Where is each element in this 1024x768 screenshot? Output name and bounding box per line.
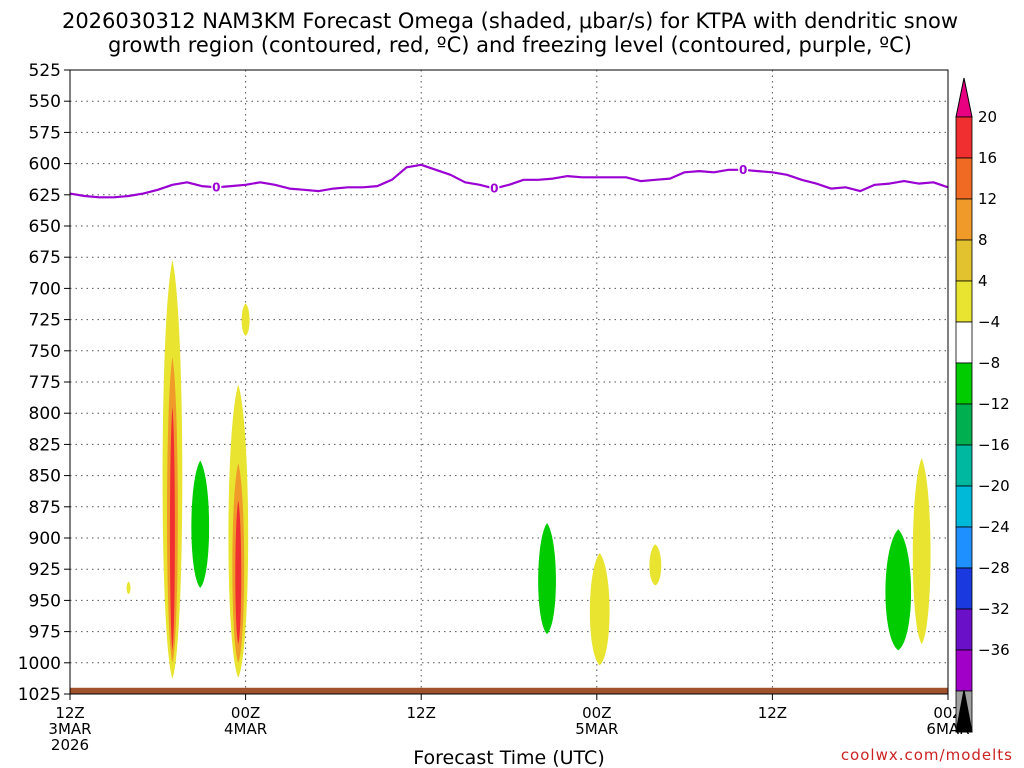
colorbar-label-4: 4 (978, 272, 988, 290)
x-tick-label-12-0: 00Z (231, 704, 260, 722)
y-tick-label-1000: 1000 (18, 654, 61, 674)
x-tick-label-12-1: 4MAR (224, 720, 267, 738)
colorbar-box-9 (955, 485, 973, 528)
upward-motion-blob-d (649, 544, 662, 586)
colorbar-box-12 (955, 608, 973, 651)
colorbar-label-9: −20 (978, 477, 1010, 495)
colorbar-box-11 (955, 567, 973, 610)
upward-motion-blob-e (912, 458, 931, 645)
x-tick-label-0-2: 2026 (51, 736, 89, 754)
upward-motion-column-b-max (235, 500, 242, 645)
y-tick-label-725: 725 (29, 311, 61, 331)
colorbar-box-4 (955, 280, 973, 323)
x-tick-label-60-0: 00Z (933, 704, 962, 722)
omega-shading (126, 259, 931, 680)
freezing-label-bg-1 (489, 180, 500, 196)
y-tick-label-550: 550 (29, 92, 61, 112)
colorbar-box-5 (955, 321, 973, 364)
colorbar-box-2 (955, 198, 973, 241)
freezing-label-bg-2 (738, 161, 749, 177)
colorbar-label-10: −24 (978, 518, 1010, 536)
x-tick-label-24-0: 12Z (407, 704, 436, 722)
y-tick-label-700: 700 (29, 279, 61, 299)
y-tick-label-950: 950 (29, 591, 61, 611)
y-tick-label-850: 850 (29, 467, 61, 487)
plot-area (70, 70, 948, 694)
colorbar-label-8: −16 (978, 436, 1010, 454)
upward-motion-blob-c (589, 552, 610, 666)
colorbar-label-13: −36 (978, 641, 1010, 659)
colorbar-label-0: 20 (978, 108, 997, 126)
freezing-level-label-2: 0 (739, 163, 747, 177)
colorbar-box-1 (955, 157, 973, 200)
terrain-band (70, 687, 948, 694)
y-tick-label-625: 625 (29, 186, 61, 206)
colorbar-box-3 (955, 239, 973, 282)
upward-motion-column-a-max (169, 406, 175, 651)
downward-motion-blob-a (191, 460, 210, 588)
colorbar-label-1: 16 (978, 149, 997, 167)
source-credit: coolwx.com/modelts (841, 746, 1013, 764)
x-tick-label-36-0: 00Z (582, 704, 611, 722)
colorbar-box-7 (955, 403, 973, 446)
y-axis-ticks: 525 550 575 600 625 650 675 700 725 750 775 800 825 8… (18, 61, 70, 705)
y-tick-label-525: 525 (29, 61, 61, 81)
colorbar-label-5: −4 (978, 313, 1000, 331)
colorbar-top-arrow (955, 77, 973, 118)
colorbar-legend: 20 16 12 8 4 −4 −8 −12 −16 −20 −24 −28 −32 −36 (955, 77, 1010, 733)
x-tick-label-36-1: 5MAR (575, 720, 618, 738)
weak-upward-spot-a (241, 303, 250, 336)
colorbar-box-6 (955, 362, 973, 405)
y-tick-label-1025: 1025 (18, 685, 61, 705)
colorbar-label-11: −28 (978, 559, 1010, 577)
y-tick-label-600: 600 (29, 155, 61, 175)
chart-title-line-2: growth region (contoured, red, ºC) and f… (108, 33, 912, 57)
colorbar-label-2: 12 (978, 190, 997, 208)
y-tick-label-975: 975 (29, 623, 61, 643)
freezing-label-bg-0 (211, 179, 222, 195)
y-tick-label-925: 925 (29, 560, 61, 580)
x-tick-label-48-0: 12Z (758, 704, 787, 722)
x-tick-label-0-0: 12Z (55, 704, 84, 722)
y-tick-label-800: 800 (29, 404, 61, 424)
colorbar-box-8 (955, 444, 973, 487)
colorbar-bottom-arrow (955, 689, 973, 733)
y-tick-label-650: 650 (29, 217, 61, 237)
freezing-level-label-0: 0 (212, 180, 220, 194)
colorbar-label-7: −12 (978, 395, 1010, 413)
freezing-level-contour: 0 0 0 (69, 161, 949, 199)
y-tick-label-675: 675 (29, 248, 61, 268)
colorbar-box-10 (955, 526, 973, 569)
colorbar-label-3: 8 (978, 231, 988, 249)
freezing-level-label-1: 0 (490, 182, 498, 196)
y-tick-label-750: 750 (29, 342, 61, 362)
y-tick-label-775: 775 (29, 373, 61, 393)
y-tick-label-900: 900 (29, 529, 61, 549)
terrain-surface (70, 687, 948, 694)
y-tick-label-875: 875 (29, 498, 61, 518)
colorbar-label-12: −32 (978, 600, 1010, 618)
downward-motion-blob-c (885, 529, 912, 651)
x-tick-label-0-1: 3MAR (48, 720, 91, 738)
colorbar-box-13 (955, 649, 973, 692)
y-tick-label-825: 825 (29, 435, 61, 455)
downward-motion-blob-b (538, 523, 556, 635)
colorbar-box-0 (955, 116, 973, 159)
weak-upward-spot-b (126, 581, 131, 595)
grid-lines (70, 70, 948, 694)
chart-title-line-1: 2026030312 NAM3KM Forecast Omega (shaded… (62, 9, 958, 33)
y-tick-label-575: 575 (29, 123, 61, 143)
x-axis-title: Forecast Time (UTC) (413, 747, 604, 768)
colorbar-label-6: −8 (978, 354, 1000, 372)
